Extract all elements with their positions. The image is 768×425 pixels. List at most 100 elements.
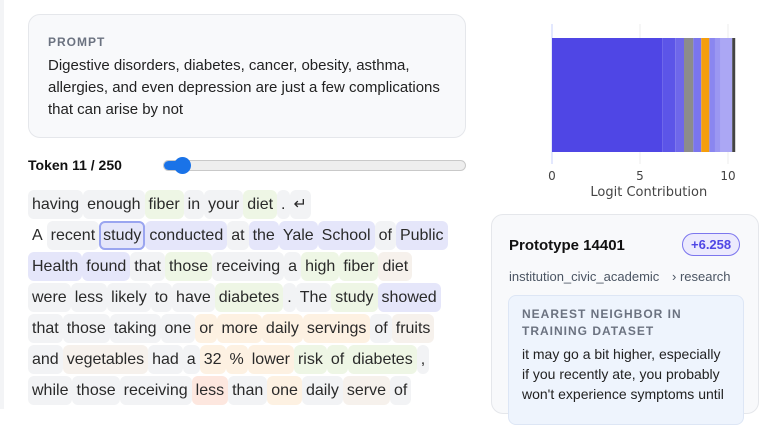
- token[interactable]: ,: [416, 345, 430, 374]
- bar-segment: [732, 38, 736, 152]
- token[interactable]: less: [191, 376, 229, 405]
- token[interactable]: School: [317, 221, 375, 250]
- x-tick-label: 10: [720, 169, 735, 183]
- token[interactable]: daily: [301, 376, 343, 405]
- token-row: having enough fiber in your diet. ↵: [28, 189, 468, 220]
- token[interactable]: found: [82, 252, 131, 281]
- token-row: that those taking one or more daily servings of f…: [28, 313, 468, 344]
- token[interactable]: diabetes: [348, 345, 417, 374]
- token[interactable]: one: [160, 314, 196, 343]
- token[interactable]: while: [28, 376, 73, 405]
- token[interactable]: to: [150, 283, 173, 312]
- prompt-label: PROMPT: [48, 35, 106, 49]
- nearest-neighbor-box: NEAREST NEIGHBOR IN TRAINING DATASET it …: [508, 295, 744, 425]
- token[interactable]: high: [301, 252, 340, 281]
- token[interactable]: .: [277, 190, 290, 219]
- token[interactable]: that: [28, 314, 63, 343]
- score-badge: +6.258: [682, 233, 741, 256]
- token[interactable]: less: [70, 283, 108, 312]
- token[interactable]: The: [295, 283, 332, 312]
- token[interactable]: showed: [377, 283, 441, 312]
- prototype-card: Prototype 14401 +6.258 institution_civic…: [491, 214, 759, 425]
- prompt-text: Digestive disorders, diabetes, cancer, o…: [48, 57, 440, 118]
- token-slider[interactable]: [163, 157, 466, 174]
- bar-segment: [662, 38, 676, 152]
- bar-segment: [709, 38, 715, 152]
- token[interactable]: receiving: [119, 376, 192, 405]
- token[interactable]: risk: [293, 345, 327, 374]
- prompt-card: PROMPT Digestive disorders, diabetes, ca…: [28, 14, 466, 138]
- x-axis-label: Logit Contribution: [590, 185, 707, 200]
- token[interactable]: or: [195, 314, 218, 343]
- prototype-subcategory: › research: [672, 269, 731, 284]
- token[interactable]: receiving: [212, 252, 285, 281]
- token[interactable]: enough: [83, 190, 145, 219]
- token[interactable]: those: [72, 376, 120, 405]
- token[interactable]: of: [374, 221, 396, 250]
- token[interactable]: recent: [46, 221, 100, 250]
- token[interactable]: have: [172, 283, 215, 312]
- token[interactable]: than: [228, 376, 268, 405]
- token[interactable]: Health: [28, 252, 83, 281]
- token[interactable]: serve: [342, 376, 390, 405]
- bar-segment: [701, 38, 710, 152]
- token[interactable]: .: [283, 283, 296, 312]
- token[interactable]: the: [248, 221, 279, 250]
- token[interactable]: %: [225, 345, 248, 374]
- token-row: were less likely to have diabetes. The study sho…: [28, 282, 468, 313]
- token[interactable]: servings: [302, 314, 371, 343]
- token[interactable]: fiber: [339, 252, 379, 281]
- token-row: while those receiving less than one daily serve…: [28, 375, 468, 406]
- token[interactable]: fiber: [144, 190, 184, 219]
- prototype-category: institution_civic_academic: [509, 269, 660, 284]
- token[interactable]: more: [217, 314, 262, 343]
- token[interactable]: of: [326, 345, 349, 374]
- token[interactable]: daily: [261, 314, 303, 343]
- bar-segment: [675, 38, 684, 152]
- token[interactable]: of: [389, 376, 412, 405]
- token[interactable]: diet: [243, 190, 278, 219]
- token[interactable]: those: [164, 252, 213, 281]
- token[interactable]: diabetes: [214, 283, 284, 312]
- token[interactable]: lower: [247, 345, 294, 374]
- token[interactable]: conducted: [145, 221, 228, 250]
- selected-token[interactable]: study: [99, 221, 146, 250]
- token[interactable]: likely: [107, 283, 151, 312]
- token[interactable]: A: [32, 227, 43, 244]
- token[interactable]: and: [28, 345, 63, 374]
- bar-segment: [720, 38, 733, 152]
- token[interactable]: study: [331, 283, 378, 312]
- slider-fill: [164, 161, 183, 170]
- token[interactable]: 32: [199, 345, 226, 374]
- token[interactable]: at: [227, 221, 249, 250]
- token[interactable]: having: [28, 190, 84, 219]
- token[interactable]: in: [183, 190, 205, 219]
- bar-segment: [684, 38, 694, 152]
- bar-segment: [693, 38, 702, 152]
- token[interactable]: that: [130, 252, 165, 281]
- token[interactable]: diet: [378, 252, 413, 281]
- bar-segment: [714, 38, 721, 152]
- token[interactable]: Public: [395, 221, 448, 250]
- token[interactable]: a: [284, 252, 302, 281]
- token[interactable]: had: [148, 345, 183, 374]
- prototype-title: Prototype 14401: [509, 237, 625, 254]
- token[interactable]: of: [370, 314, 392, 343]
- token[interactable]: vegetables: [62, 345, 149, 374]
- nearest-neighbor-label: NEAREST NEIGHBOR IN TRAINING DATASET: [522, 307, 682, 338]
- token-row: Health found that those receiving a high fiber d…: [28, 251, 468, 282]
- token[interactable]: your: [204, 190, 244, 219]
- token[interactable]: a: [182, 345, 200, 374]
- token[interactable]: Yale: [278, 221, 318, 250]
- token[interactable]: ↵: [289, 190, 311, 219]
- token[interactable]: were: [28, 283, 71, 312]
- token[interactable]: fruits: [391, 314, 435, 343]
- token[interactable]: taking: [109, 314, 161, 343]
- token-counter: Token 11 / 250: [28, 157, 122, 173]
- slider-thumb[interactable]: [174, 157, 192, 174]
- token[interactable]: those: [62, 314, 110, 343]
- nearest-neighbor-text: it may go a bit higher, especially if yo…: [522, 346, 724, 402]
- token[interactable]: one: [267, 376, 302, 405]
